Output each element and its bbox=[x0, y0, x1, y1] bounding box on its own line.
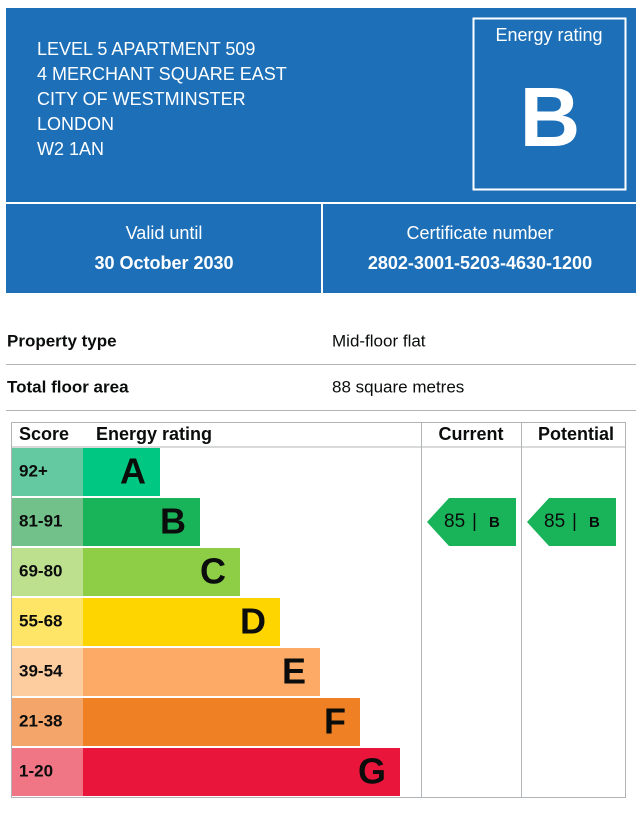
rating-box bbox=[472, 17, 627, 191]
band-letter: E bbox=[282, 651, 306, 692]
rating-separator: | bbox=[572, 511, 577, 532]
validity-value: 30 October 2030 bbox=[94, 253, 233, 273]
summary-value: 88 square metres bbox=[332, 377, 464, 396]
rating-label: Energy rating bbox=[495, 25, 602, 45]
rating-arrow bbox=[427, 498, 516, 546]
address-line: W2 1AN bbox=[37, 139, 104, 159]
rating-bar bbox=[83, 748, 400, 796]
score-cell bbox=[12, 548, 83, 596]
score-label: 21-38 bbox=[19, 711, 62, 730]
validity-panel bbox=[6, 204, 321, 293]
header-panel bbox=[6, 8, 636, 202]
chart-frame bbox=[11, 422, 626, 798]
score-cell bbox=[12, 648, 83, 696]
band-letter: B bbox=[160, 501, 186, 542]
column-header: Energy rating bbox=[96, 424, 212, 444]
score-cell bbox=[12, 598, 83, 646]
band-letter: A bbox=[120, 451, 146, 492]
band-letter: C bbox=[200, 551, 226, 592]
summary-value: Mid-floor flat bbox=[332, 331, 426, 350]
rating-arrow bbox=[527, 498, 616, 546]
rating-bar bbox=[83, 548, 240, 596]
address-line: LONDON bbox=[37, 114, 114, 134]
score-label: 81-91 bbox=[19, 511, 62, 530]
column-header: Potential bbox=[538, 424, 614, 444]
rating-letter: B bbox=[489, 514, 500, 531]
score-cell bbox=[12, 448, 83, 496]
rating-bar bbox=[83, 598, 280, 646]
certificate-label: Certificate number bbox=[406, 223, 553, 243]
rating-bar bbox=[83, 698, 360, 746]
address-line: LEVEL 5 APARTMENT 509 bbox=[37, 39, 255, 59]
column-header: Score bbox=[19, 424, 69, 444]
dynamic: LEVEL 5 APARTMENT 509 4 MERCHANT SQUARE E… bbox=[6, 39, 636, 798]
certificate-value: 2802-3001-5203-4630-1200 bbox=[368, 253, 592, 273]
validity-label: Valid until bbox=[126, 223, 203, 243]
address-line: 4 MERCHANT SQUARE EAST bbox=[37, 64, 287, 84]
score-label: 55-68 bbox=[19, 611, 62, 630]
rating-letter: B bbox=[520, 70, 581, 164]
rating-value: 85 bbox=[444, 511, 465, 532]
score-cell bbox=[12, 748, 83, 796]
rating-value: 85 bbox=[544, 511, 565, 532]
rating-letter: B bbox=[589, 514, 600, 531]
band-letter: F bbox=[324, 701, 346, 742]
rating-bar bbox=[83, 648, 320, 696]
score-cell bbox=[12, 498, 83, 546]
column-header: Current bbox=[438, 424, 503, 444]
band-letter: G bbox=[358, 751, 386, 792]
rating-separator: | bbox=[472, 511, 477, 532]
summary-label: Total floor area bbox=[7, 377, 129, 396]
rating-bar bbox=[83, 498, 200, 546]
summary-label: Property type bbox=[7, 331, 117, 350]
score-label: 92+ bbox=[19, 461, 48, 480]
band-letter: D bbox=[240, 601, 266, 642]
address-line: CITY OF WESTMINSTER bbox=[37, 89, 246, 109]
score-label: 39-54 bbox=[19, 661, 63, 680]
score-label: 69-80 bbox=[19, 561, 62, 580]
certificate-panel bbox=[323, 204, 636, 293]
score-cell bbox=[12, 698, 83, 746]
rating-bar bbox=[83, 448, 160, 496]
score-label: 1-20 bbox=[19, 761, 53, 780]
